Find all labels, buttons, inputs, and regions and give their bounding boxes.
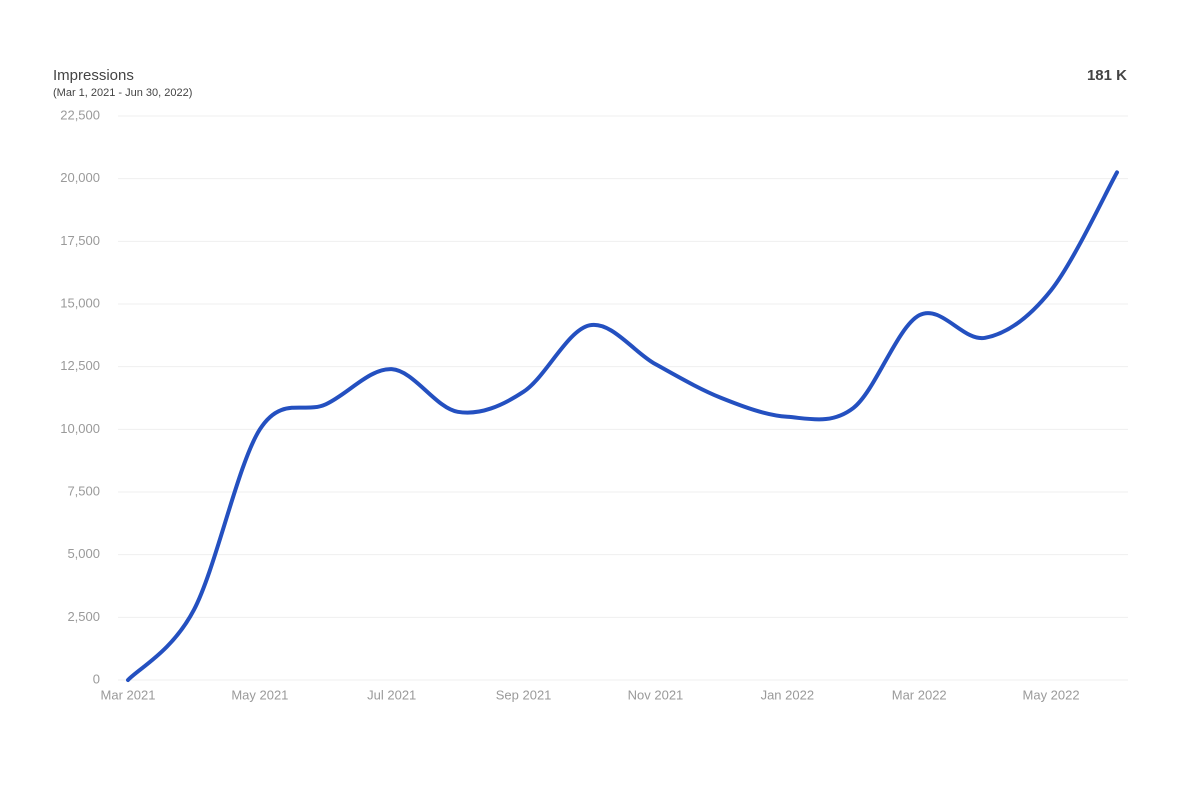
y-tick-label: 2,500: [67, 609, 100, 624]
chart-subtitle: (Mar 1, 2021 - Jun 30, 2022): [53, 87, 192, 99]
y-tick-label: 5,000: [67, 546, 100, 561]
y-tick-label: 15,000: [60, 295, 100, 310]
x-tick-label: Sep 2021: [496, 687, 552, 702]
y-tick-label: 20,000: [60, 170, 100, 185]
x-tick-label: Nov 2021: [628, 687, 684, 702]
x-tick-label: May 2021: [231, 687, 288, 702]
total: 181 K: [1087, 67, 1127, 84]
y-tick-label: 22,500: [60, 107, 100, 122]
x-tick-label: Jan 2022: [761, 687, 815, 702]
y-tick-label: 17,500: [60, 233, 100, 248]
y-tick-label: 10,000: [60, 421, 100, 436]
x-tick-label: May 2022: [1023, 687, 1080, 702]
x-tick-label: Jul 2021: [367, 687, 416, 702]
y-tick-label: 0: [93, 671, 100, 686]
x-tick-label: Mar 2021: [101, 687, 156, 702]
y-tick-label: 12,500: [60, 358, 100, 373]
line: [126, 170, 1119, 682]
x-tick-label: Mar 2022: [892, 687, 947, 702]
chart-title: Impressions: [53, 67, 134, 84]
y-tick-label: 7,500: [67, 483, 100, 498]
